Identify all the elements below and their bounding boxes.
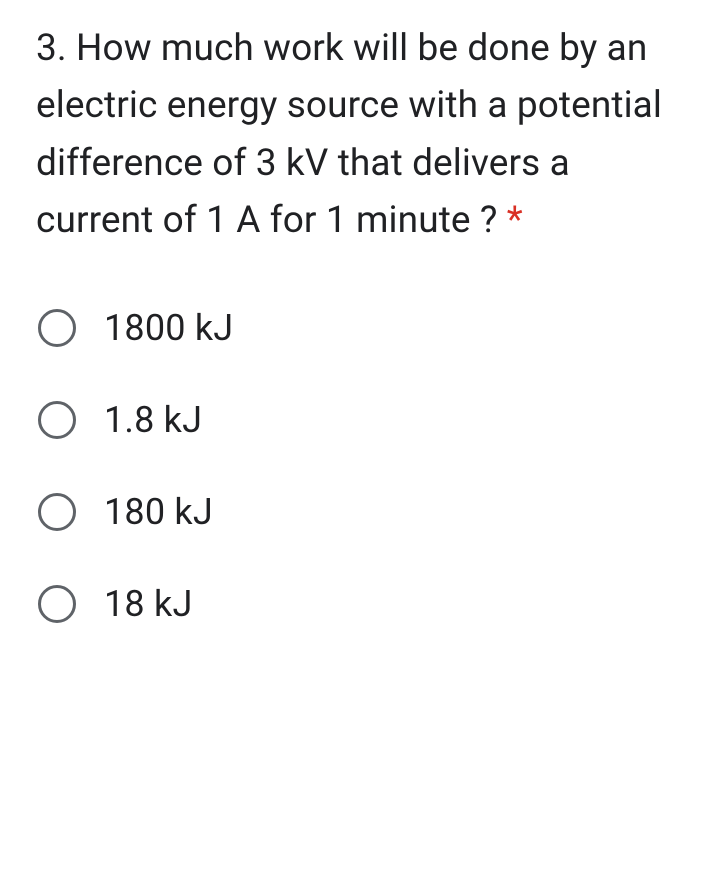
option-3[interactable]: 18 kJ [38, 583, 684, 625]
option-1[interactable]: 1.8 kJ [38, 399, 684, 441]
option-2[interactable]: 180 kJ [38, 491, 684, 533]
option-label: 18 kJ [104, 583, 193, 625]
question-text: 3. How much work will be done by an elec… [36, 20, 684, 249]
option-label: 1.8 kJ [104, 399, 202, 441]
question-body: 3. How much work will be done by an elec… [36, 27, 662, 242]
radio-icon [38, 493, 76, 531]
options-group: 1800 kJ 1.8 kJ 180 kJ 18 kJ [36, 307, 684, 625]
option-label: 180 kJ [104, 491, 213, 533]
required-asterisk: * [507, 199, 523, 242]
radio-icon [38, 309, 76, 347]
radio-icon [38, 401, 76, 439]
option-label: 1800 kJ [104, 307, 233, 349]
option-0[interactable]: 1800 kJ [38, 307, 684, 349]
radio-icon [38, 585, 76, 623]
